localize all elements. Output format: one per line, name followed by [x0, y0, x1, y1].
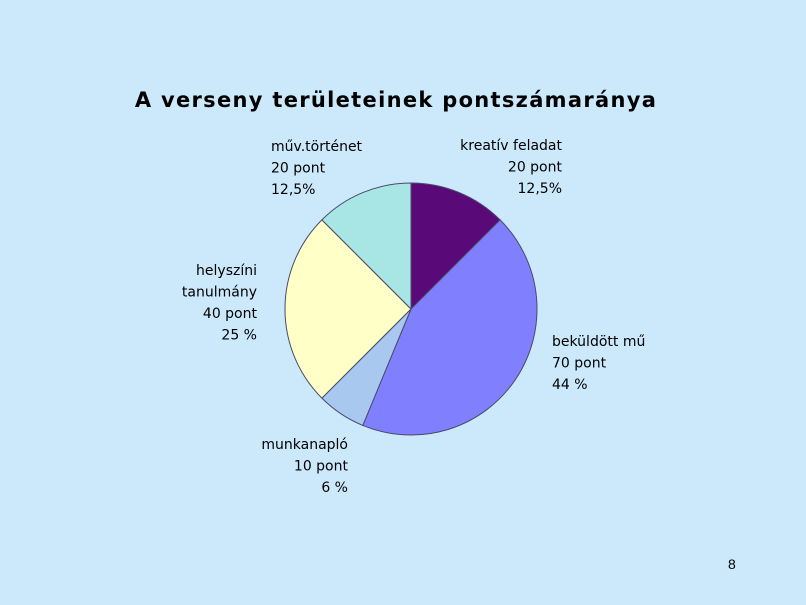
slice-label-2: beküldött mű 70 pont 44 % — [552, 334, 645, 393]
slice-label-line: kreatív feladat — [460, 138, 562, 154]
pie-slice-4 — [284, 219, 412, 399]
slice-label-line: 40 pont — [203, 306, 258, 322]
page-number: 8 — [728, 556, 736, 572]
slice-label-line: 20 pont — [508, 160, 563, 176]
slice-label-line: 20 pont — [271, 161, 326, 177]
slice-label-line: 10 pont — [294, 459, 349, 475]
slice-label-line: beküldött mű — [552, 334, 645, 350]
pie-slice-2 — [362, 219, 538, 436]
slice-label-5: műv.történet 20 pont 12,5% — [271, 139, 363, 198]
slice-label-line: 12,5% — [518, 181, 562, 197]
slice-label-line: tanulmány — [182, 285, 257, 301]
slice-label-line: 44 % — [552, 377, 588, 393]
slice-label-4: helyszíni tanulmány 40 pont 25 % — [182, 263, 258, 344]
slice-label-line: műv.történet — [271, 139, 363, 155]
slice-label-line: 6 % — [321, 480, 348, 496]
chart-title: A verseny területeinek pontszámaránya — [134, 88, 658, 112]
slice-label-line: 12,5% — [271, 182, 315, 198]
slice-label-line: helyszíni — [196, 263, 257, 279]
pie-slice-5 — [321, 182, 412, 311]
pie-slices — [284, 182, 538, 436]
slice-label-3: munkanapló 10 pont 6 % — [261, 437, 348, 496]
slice-label-line: 25 % — [221, 328, 257, 344]
pie-labels: kreatív feladat 20 pont 12,5% beküldött mű 7… — [182, 138, 645, 496]
pie-slice-1 — [410, 182, 501, 311]
slice-label-1: kreatív feladat 20 pont 12,5% — [460, 138, 562, 197]
slice-label-line: 70 pont — [552, 356, 607, 372]
slice-label-line: munkanapló — [261, 437, 348, 453]
